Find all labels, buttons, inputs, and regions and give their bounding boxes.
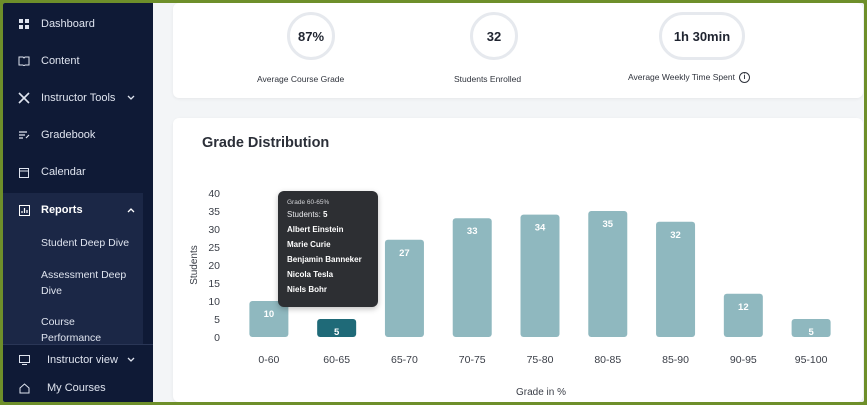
chevron-down-icon[interactable] <box>127 354 135 366</box>
bar-value-label: 34 <box>535 223 546 234</box>
grade-distribution-chart: Students Grade in % 0 5 10 15 20 25 30 35 40 10 0-… <box>189 188 831 398</box>
tooltip-student-name: Albert Einstein <box>287 225 344 234</box>
bar-value-label: 33 <box>467 226 478 237</box>
bar-85-90[interactable] <box>656 221 696 337</box>
x-tick-label: 65-70 <box>391 354 418 366</box>
sidebar-item-label: Gradebook <box>41 129 96 141</box>
reports-icon <box>18 204 30 216</box>
y-tick-label: 10 <box>208 296 220 308</box>
sidebar-item-instructor-view[interactable]: Instructor view <box>3 343 153 377</box>
bar-80-85[interactable] <box>588 211 628 337</box>
tooltip-student-name: Nicola Tesla <box>287 270 334 279</box>
y-tick-label: 30 <box>208 224 220 236</box>
y-tick-label: 15 <box>208 278 220 290</box>
sidebar-item-gradebook[interactable]: Gradebook <box>3 118 153 152</box>
chart-title: Grade Distribution <box>202 135 330 151</box>
sidebar-divider <box>3 344 153 345</box>
y-tick-label: 40 <box>208 188 220 200</box>
x-tick-label: 75-80 <box>527 354 554 366</box>
bar-70-75[interactable] <box>452 218 492 337</box>
y-tick-label: 20 <box>208 260 220 272</box>
weekly-time-circle: 1h 30min <box>659 12 745 60</box>
students-enrolled-value: 32 <box>486 28 502 44</box>
reports-section: Reports Student Deep Dive Assessment Dee… <box>3 193 143 344</box>
x-tick-label: 80-85 <box>594 354 621 366</box>
x-tick-label: 90-95 <box>730 354 757 366</box>
tooltip-students-label: Students: <box>287 210 321 219</box>
app-frame: Dashboard Content Instructor Tools Grade… <box>3 3 864 402</box>
sidebar-item-label: Instructor Tools <box>41 92 116 104</box>
y-tick-label: 35 <box>208 206 220 218</box>
bar-value-label: 32 <box>670 230 681 241</box>
bar-value-label: 10 <box>264 309 275 320</box>
y-tick-label: 5 <box>214 314 220 326</box>
sidebar-item-label: Calendar <box>41 166 86 178</box>
chevron-up-icon[interactable] <box>127 204 135 216</box>
tools-icon <box>18 92 30 104</box>
sidebar-item-content[interactable]: Content <box>3 44 153 78</box>
sidebar: Dashboard Content Instructor Tools Grade… <box>3 3 153 402</box>
sidebar-subitem-student-deep-dive[interactable]: Student Deep Dive <box>41 237 130 249</box>
average-grade-circle: 87% <box>287 12 335 60</box>
x-tick-label: 85-90 <box>662 354 689 366</box>
info-icon[interactable]: i <box>738 72 750 84</box>
sidebar-item-label: Content <box>41 55 80 67</box>
sidebar-subitem-assessment-deep-dive[interactable]: Assessment Deep Dive <box>41 269 127 297</box>
x-axis-label: Grade in % <box>516 387 566 398</box>
bar-value-label: 5 <box>334 327 340 338</box>
tooltip-student-name: Marie Curie <box>287 240 331 249</box>
average-grade-label: Average Course Grade <box>257 74 345 84</box>
x-tick-label: 0-60 <box>258 354 279 366</box>
weekly-time-label: Average Weekly Time Spent <box>628 72 735 82</box>
bar-0-60[interactable] <box>249 301 289 337</box>
x-tick-label: 70-75 <box>459 354 486 366</box>
bar-75-80[interactable] <box>520 214 560 337</box>
book-icon <box>18 55 30 67</box>
sidebar-subitem-course-performance[interactable]: Course Performance <box>41 316 102 344</box>
tooltip-title: Grade 60-65% <box>287 199 330 206</box>
sidebar-item-label: Reports <box>41 204 83 216</box>
monitor-icon <box>18 354 30 366</box>
weekly-time-value: 1h 30min <box>673 28 731 44</box>
dashboard-icon <box>18 18 30 30</box>
bar-value-label: 27 <box>399 248 410 259</box>
tooltip-student-name: Niels Bohr <box>287 285 328 294</box>
sidebar-item-instructor-tools[interactable]: Instructor Tools <box>3 81 153 115</box>
bar-95-100[interactable] <box>791 319 831 337</box>
bar-value-label: 12 <box>738 302 749 313</box>
x-tick-label: 60-65 <box>323 354 350 366</box>
sidebar-item-dashboard[interactable]: Dashboard <box>3 7 153 41</box>
gradebook-icon <box>18 129 30 141</box>
grade-distribution-card: Grade Distribution Students Grade in % 0… <box>173 118 863 402</box>
bar-value-label: 35 <box>602 219 613 230</box>
students-enrolled-circle: 32 <box>470 12 518 60</box>
y-tick-label: 0 <box>214 332 220 344</box>
bar-65-70[interactable] <box>384 239 424 337</box>
bar-90-95[interactable] <box>723 293 763 337</box>
stats-card: 87% Average Course Grade 32 Students Enr… <box>173 3 863 98</box>
y-axis-label: Students <box>189 245 200 284</box>
sidebar-item-reports[interactable]: Reports <box>3 193 143 227</box>
sidebar-item-label: My Courses <box>47 382 106 394</box>
weekly-time-label-row: Average Weekly Time Spent i <box>628 72 750 84</box>
home-icon <box>18 382 30 394</box>
students-enrolled-label: Students Enrolled <box>454 74 522 84</box>
sidebar-item-label: Instructor view <box>47 354 118 366</box>
bar-tooltip: Grade 60-65% Students: 5 Albert Einstein… <box>278 191 378 307</box>
sidebar-item-my-courses[interactable]: My Courses <box>3 371 153 402</box>
average-grade-value: 87% <box>297 28 325 44</box>
x-tick-label: 95-100 <box>795 354 828 366</box>
sidebar-item-label: Dashboard <box>41 18 95 30</box>
chevron-down-icon[interactable] <box>127 92 135 104</box>
tooltip-students: Students: 5 <box>287 210 369 219</box>
calendar-icon <box>18 166 30 178</box>
sidebar-item-calendar[interactable]: Calendar <box>3 155 153 189</box>
bar-value-label: 5 <box>808 327 814 338</box>
tooltip-student-name: Benjamin Banneker <box>287 255 362 264</box>
bar-60-65[interactable] <box>317 319 357 337</box>
y-tick-label: 25 <box>208 242 220 254</box>
tooltip-students-count: 5 <box>323 210 328 219</box>
